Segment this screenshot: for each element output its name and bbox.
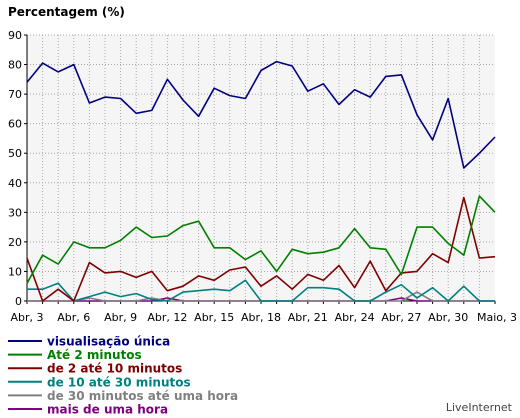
- y-tick-label: 40: [8, 177, 22, 190]
- legend-label: mais de uma hora: [47, 403, 168, 417]
- x-tick-label: Abr, 27: [381, 311, 421, 324]
- x-tick-label: Abr, 21: [288, 311, 328, 324]
- series-line: [26, 195, 496, 284]
- y-tick-label: 20: [8, 236, 22, 249]
- series-lines: [26, 60, 496, 302]
- y-tick-label: 50: [8, 147, 22, 160]
- x-tick-label: Abr, 6: [57, 311, 90, 324]
- y-tick-label: 70: [8, 88, 22, 101]
- x-tick-label: Abr, 3: [10, 311, 43, 324]
- y-tick-label: 90: [8, 29, 22, 42]
- watermark-text: LiveInternet: [446, 401, 513, 414]
- y-tick-label: 10: [8, 265, 22, 278]
- x-tick-label: Abr, 18: [241, 311, 281, 324]
- series-line: [26, 196, 496, 302]
- grid-lines: [24, 34, 496, 304]
- legend-label: visualisação única: [47, 335, 170, 349]
- legend-label: de 2 até 10 minutos: [47, 362, 182, 376]
- y-tick-labels: 0 10 20 30 40 50 60 70 80 90: [8, 29, 22, 308]
- y-tick-label: 60: [8, 118, 22, 131]
- x-tick-label: Abr, 30: [428, 311, 468, 324]
- series-line: [26, 60, 496, 169]
- y-tick-label: 80: [8, 59, 22, 72]
- x-tick-label: Abr, 9: [104, 311, 137, 324]
- x-tick-label: Abr, 15: [194, 311, 234, 324]
- x-tick-label: Abr, 12: [147, 311, 187, 324]
- series-line: [27, 279, 495, 302]
- y-tick-label: 0: [15, 295, 22, 308]
- legend-label: de 30 minutos até uma hora: [47, 389, 238, 403]
- chart-title: Percentagem (%): [8, 5, 125, 19]
- legend-label: Até 2 minutos: [47, 348, 142, 362]
- x-tick-label: Maio, 3: [477, 311, 517, 324]
- legend-label: de 10 até 30 minutos: [47, 375, 191, 389]
- y-tick-label: 30: [8, 206, 22, 219]
- x-tick-label: Abr, 24: [335, 311, 375, 324]
- x-tick-labels: Abr, 3 Abr, 6 Abr, 9 Abr, 12 Abr, 15 Abr, 18 A…: [10, 311, 517, 324]
